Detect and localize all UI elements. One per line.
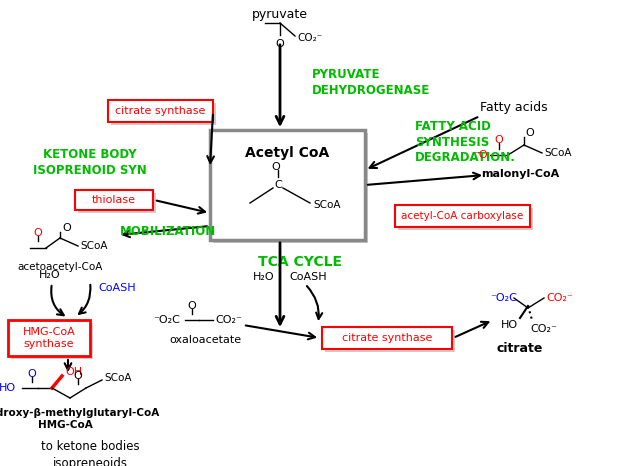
Text: PYRUVATE
DEHYDROGENASE: PYRUVATE DEHYDROGENASE	[312, 68, 430, 96]
FancyBboxPatch shape	[210, 130, 365, 240]
FancyBboxPatch shape	[8, 320, 90, 356]
Text: CoASH: CoASH	[289, 272, 327, 282]
Text: KETONE BODY
ISOPRENOID SYN: KETONE BODY ISOPRENOID SYN	[33, 148, 147, 177]
Text: O: O	[28, 369, 37, 379]
Text: CO₂⁻: CO₂⁻	[297, 33, 322, 43]
Text: O: O	[276, 39, 284, 49]
FancyBboxPatch shape	[75, 190, 153, 210]
Text: MOBILIZATION: MOBILIZATION	[120, 225, 216, 238]
Text: ⁻O₂C: ⁻O₂C	[490, 293, 517, 303]
Text: Acetyl CoA: Acetyl CoA	[245, 146, 330, 160]
Text: citrate synthase: citrate synthase	[342, 333, 432, 343]
Text: pyruvate: pyruvate	[252, 8, 308, 21]
Text: CO₂⁻: CO₂⁻	[530, 324, 557, 334]
Text: thiolase: thiolase	[92, 195, 136, 205]
Text: SCoA: SCoA	[313, 200, 341, 210]
Text: HO: HO	[501, 320, 518, 330]
Text: O: O	[33, 228, 42, 238]
FancyBboxPatch shape	[78, 193, 156, 213]
Text: SCoA: SCoA	[104, 373, 131, 383]
Text: malonyl-CoA: malonyl-CoA	[481, 169, 559, 179]
Text: ⁻O: ⁻O	[473, 150, 488, 160]
FancyBboxPatch shape	[395, 205, 530, 227]
Text: O: O	[73, 371, 82, 381]
Text: citrate synthase: citrate synthase	[115, 106, 205, 116]
Text: H₂O: H₂O	[39, 270, 61, 280]
Text: acetyl-CoA carboxylase: acetyl-CoA carboxylase	[401, 211, 523, 221]
FancyBboxPatch shape	[108, 100, 213, 122]
FancyBboxPatch shape	[213, 133, 368, 243]
Text: β-hydroxy-β-methylglutaryl-CoA
HMG-CoA: β-hydroxy-β-methylglutaryl-CoA HMG-CoA	[0, 408, 160, 431]
FancyBboxPatch shape	[398, 208, 533, 230]
Text: ⁻O₂C: ⁻O₂C	[153, 315, 180, 325]
FancyBboxPatch shape	[325, 330, 455, 352]
Text: HO: HO	[0, 383, 16, 393]
FancyBboxPatch shape	[322, 327, 452, 349]
FancyBboxPatch shape	[11, 323, 93, 359]
Text: CoASH: CoASH	[98, 283, 136, 293]
Text: SCoA: SCoA	[544, 148, 571, 158]
Text: acetoacetyl-CoA: acetoacetyl-CoA	[17, 262, 102, 272]
Text: SCoA: SCoA	[80, 241, 107, 251]
Text: oxaloacetate: oxaloacetate	[169, 335, 241, 345]
Text: to ketone bodies
isopreneoids
sterols: to ketone bodies isopreneoids sterols	[40, 440, 139, 466]
Text: CO₂⁻: CO₂⁻	[546, 293, 573, 303]
Text: O: O	[495, 135, 503, 145]
Text: O: O	[188, 301, 197, 311]
Text: H₂O: H₂O	[253, 272, 275, 282]
Text: CO₂⁻: CO₂⁻	[215, 315, 242, 325]
Text: citrate: citrate	[497, 342, 543, 355]
FancyBboxPatch shape	[111, 103, 216, 125]
Text: O: O	[272, 162, 281, 172]
Text: HMG-CoA
synthase: HMG-CoA synthase	[23, 327, 75, 349]
Text: C: C	[274, 180, 282, 190]
Text: FATTY ACID
SYNTHESIS
DEGRADATION.: FATTY ACID SYNTHESIS DEGRADATION.	[415, 120, 516, 164]
Text: TCA CYCLE: TCA CYCLE	[258, 255, 342, 269]
Text: O: O	[63, 223, 71, 233]
Text: OH: OH	[65, 367, 82, 377]
Text: O: O	[526, 128, 535, 138]
Text: Fatty acids: Fatty acids	[480, 102, 547, 115]
